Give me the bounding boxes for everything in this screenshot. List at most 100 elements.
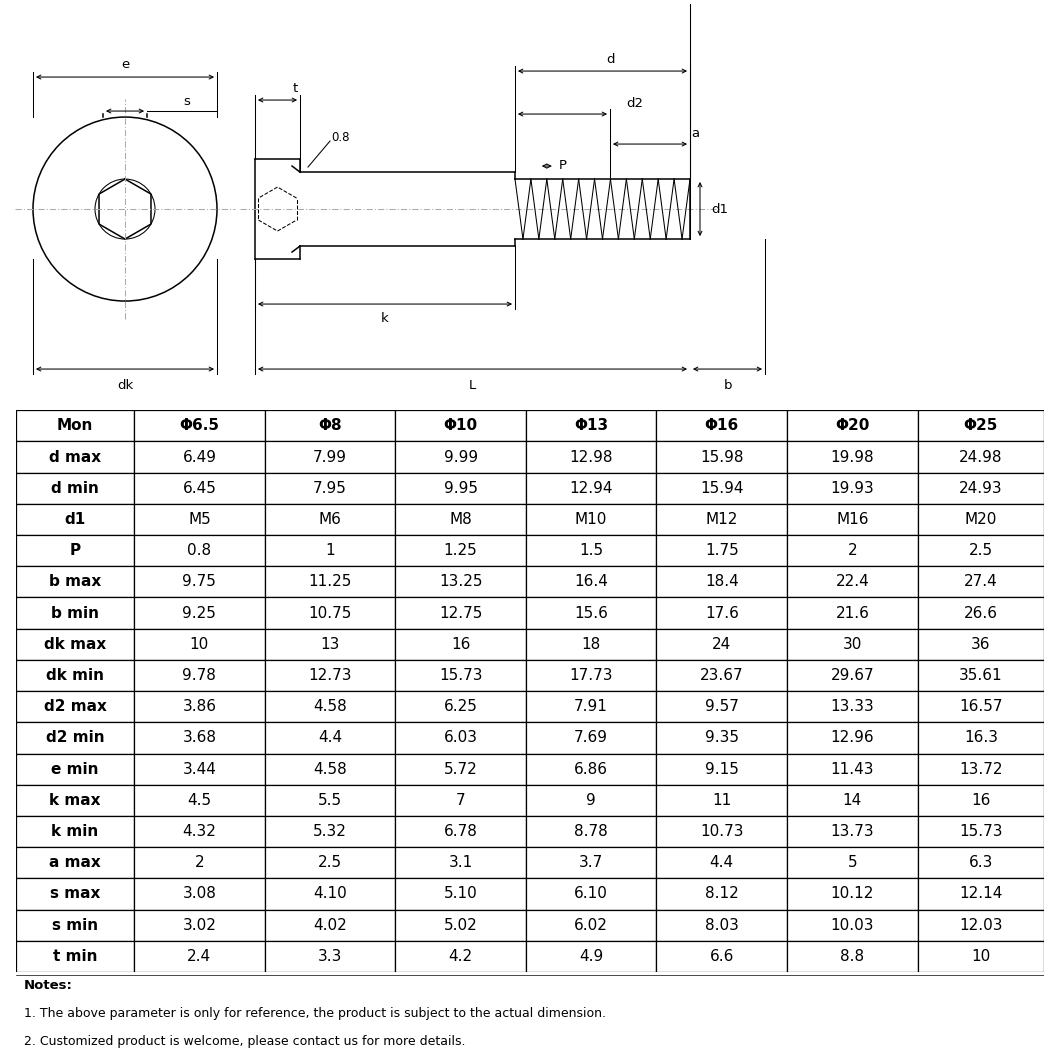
Bar	[16, 691, 135, 722]
Bar	[265, 847, 395, 879]
Text: 13.72: 13.72	[959, 762, 1003, 777]
Bar	[265, 941, 395, 972]
Text: 13.33: 13.33	[830, 700, 874, 714]
Text: 6.86: 6.86	[575, 762, 608, 777]
Bar	[526, 535, 656, 566]
Text: 6.78: 6.78	[444, 824, 478, 840]
Text: t: t	[293, 82, 298, 94]
Bar	[16, 722, 135, 754]
Bar	[265, 816, 395, 847]
Bar	[135, 816, 265, 847]
Text: 4.32: 4.32	[182, 824, 216, 840]
Text: s: s	[183, 94, 191, 107]
Text: 14: 14	[843, 793, 862, 808]
Text: Mon: Mon	[57, 419, 93, 434]
Bar	[135, 660, 265, 691]
Bar	[395, 754, 526, 784]
Text: M8: M8	[449, 512, 472, 527]
Text: M6: M6	[319, 512, 341, 527]
Text: 2.4: 2.4	[188, 949, 212, 964]
Text: 12.96: 12.96	[831, 730, 874, 745]
Bar	[265, 784, 395, 816]
Bar	[787, 535, 918, 566]
Bar	[395, 879, 526, 909]
Bar	[787, 909, 918, 941]
Bar	[918, 691, 1044, 722]
Text: 12.98: 12.98	[569, 449, 613, 464]
Text: 9.35: 9.35	[705, 730, 739, 745]
Text: 16.3: 16.3	[964, 730, 997, 745]
Text: 12.75: 12.75	[439, 605, 482, 620]
Bar	[918, 410, 1044, 441]
Text: M12: M12	[706, 512, 738, 527]
Text: b: b	[723, 378, 731, 391]
Text: 7.99: 7.99	[313, 449, 347, 464]
Text: 6.49: 6.49	[182, 449, 216, 464]
Bar	[526, 441, 656, 473]
Text: 30: 30	[843, 637, 862, 652]
Text: 18.4: 18.4	[705, 575, 739, 589]
Bar	[918, 784, 1044, 816]
Text: 3.86: 3.86	[182, 700, 216, 714]
Text: 16.4: 16.4	[575, 575, 608, 589]
Text: 29.67: 29.67	[831, 668, 874, 683]
Text: 10.75: 10.75	[308, 605, 352, 620]
Bar	[787, 504, 918, 535]
Text: 15.73: 15.73	[439, 668, 482, 683]
Text: 9.95: 9.95	[443, 481, 478, 496]
Bar	[526, 754, 656, 784]
Bar	[656, 660, 787, 691]
Text: 13: 13	[320, 637, 339, 652]
Bar	[395, 784, 526, 816]
Text: 19.93: 19.93	[830, 481, 874, 496]
Bar	[526, 410, 656, 441]
Text: 4.9: 4.9	[579, 949, 603, 964]
Bar	[787, 754, 918, 784]
Text: Φ16: Φ16	[705, 419, 739, 434]
Bar	[918, 566, 1044, 598]
Bar	[16, 566, 135, 598]
Bar	[787, 941, 918, 972]
Bar	[265, 629, 395, 660]
Bar	[16, 441, 135, 473]
Text: 22.4: 22.4	[835, 575, 869, 589]
Bar	[395, 691, 526, 722]
Bar	[918, 629, 1044, 660]
Text: Φ8: Φ8	[318, 419, 341, 434]
Text: M16: M16	[836, 512, 868, 527]
Bar	[526, 629, 656, 660]
Bar	[787, 598, 918, 629]
Bar	[526, 847, 656, 879]
Bar	[265, 909, 395, 941]
Bar	[395, 847, 526, 879]
Bar	[918, 909, 1044, 941]
Text: 12.73: 12.73	[308, 668, 352, 683]
Bar	[265, 473, 395, 503]
Bar	[656, 535, 787, 566]
Bar	[656, 629, 787, 660]
Bar	[16, 629, 135, 660]
Bar	[395, 660, 526, 691]
Text: 11: 11	[712, 793, 731, 808]
Text: 7.91: 7.91	[575, 700, 608, 714]
Text: 27.4: 27.4	[964, 575, 997, 589]
Text: e min: e min	[51, 762, 99, 777]
Text: dk: dk	[117, 378, 134, 391]
Text: 8.78: 8.78	[575, 824, 608, 840]
Text: 24.93: 24.93	[959, 481, 1003, 496]
Text: 17.73: 17.73	[569, 668, 613, 683]
Text: 3.44: 3.44	[182, 762, 216, 777]
Bar	[787, 660, 918, 691]
Text: 10: 10	[190, 637, 209, 652]
Text: d: d	[606, 53, 615, 66]
Bar	[135, 535, 265, 566]
Text: 0.8: 0.8	[188, 543, 212, 559]
Text: Notes:: Notes:	[24, 979, 73, 992]
Text: 8.8: 8.8	[841, 949, 864, 964]
Text: 4.4: 4.4	[318, 730, 342, 745]
Text: 10.73: 10.73	[700, 824, 743, 840]
Text: 16: 16	[450, 637, 471, 652]
Bar	[135, 598, 265, 629]
Bar	[656, 504, 787, 535]
Text: k max: k max	[49, 793, 101, 808]
